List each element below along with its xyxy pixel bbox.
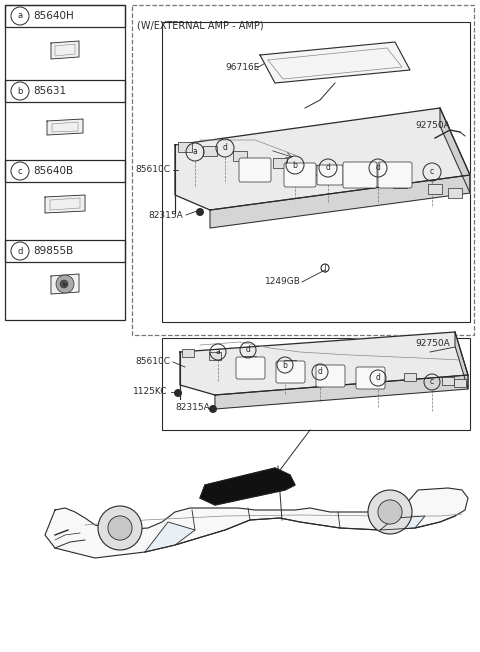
Text: 82315A: 82315A	[148, 211, 183, 220]
Text: 85640H: 85640H	[33, 11, 74, 21]
Bar	[5, 80, 125, 102]
Circle shape	[56, 275, 74, 293]
Bar	[182, 349, 194, 357]
Text: 1249GB: 1249GB	[265, 278, 301, 286]
FancyBboxPatch shape	[316, 365, 345, 387]
Bar	[364, 369, 376, 377]
Text: 82315A: 82315A	[175, 404, 210, 413]
Bar	[244, 356, 256, 364]
Polygon shape	[200, 468, 295, 505]
Polygon shape	[260, 42, 410, 83]
Polygon shape	[180, 332, 468, 395]
Bar	[428, 185, 442, 194]
Circle shape	[60, 280, 68, 288]
Text: d: d	[375, 374, 381, 383]
Bar	[404, 374, 416, 381]
Bar	[132, 5, 474, 335]
Polygon shape	[210, 175, 470, 228]
Bar	[442, 378, 454, 385]
Text: d: d	[318, 368, 323, 376]
Text: b: b	[17, 87, 23, 95]
Circle shape	[378, 500, 402, 524]
Circle shape	[196, 208, 204, 216]
Polygon shape	[455, 332, 468, 389]
Text: d: d	[375, 164, 381, 173]
Text: 85610C: 85610C	[135, 166, 170, 175]
Polygon shape	[215, 375, 468, 409]
Circle shape	[108, 516, 132, 540]
Polygon shape	[45, 488, 468, 558]
Bar	[178, 141, 192, 152]
Text: d: d	[223, 143, 228, 153]
Text: 92750A: 92750A	[415, 121, 450, 130]
Polygon shape	[47, 119, 83, 135]
Text: b: b	[293, 160, 298, 170]
Bar	[5, 160, 125, 182]
FancyBboxPatch shape	[317, 165, 343, 185]
Bar	[162, 338, 470, 430]
Text: d: d	[17, 246, 23, 256]
Bar	[324, 364, 336, 372]
Polygon shape	[45, 195, 85, 213]
Polygon shape	[145, 522, 195, 552]
Circle shape	[368, 490, 412, 534]
Text: 1125KC: 1125KC	[133, 387, 168, 396]
Text: c: c	[430, 168, 434, 177]
Text: 92750A: 92750A	[415, 340, 450, 349]
Bar	[203, 146, 217, 156]
Polygon shape	[380, 516, 425, 530]
Text: 96716E: 96716E	[225, 63, 259, 72]
FancyBboxPatch shape	[343, 162, 377, 188]
Text: d: d	[325, 164, 330, 173]
Text: 85640B: 85640B	[33, 166, 73, 176]
Bar	[448, 188, 462, 198]
FancyBboxPatch shape	[356, 367, 385, 389]
FancyBboxPatch shape	[239, 158, 271, 182]
Polygon shape	[175, 108, 470, 210]
Bar	[162, 22, 470, 322]
Bar	[233, 151, 247, 161]
Circle shape	[98, 506, 142, 550]
Bar	[284, 360, 296, 368]
Polygon shape	[51, 41, 79, 59]
Text: 85631: 85631	[33, 86, 66, 96]
Polygon shape	[440, 108, 470, 193]
Circle shape	[174, 389, 182, 397]
Text: (W/EXTERNAL AMP - AMP): (W/EXTERNAL AMP - AMP)	[137, 21, 264, 31]
Bar	[5, 5, 125, 27]
Text: 85610C: 85610C	[135, 357, 170, 366]
Bar	[393, 178, 407, 188]
Text: c: c	[430, 378, 434, 387]
FancyBboxPatch shape	[276, 361, 305, 383]
FancyBboxPatch shape	[378, 162, 412, 188]
Circle shape	[209, 405, 217, 413]
Polygon shape	[51, 274, 79, 294]
Bar	[273, 158, 287, 168]
Bar	[209, 352, 221, 360]
Text: d: d	[246, 346, 251, 355]
Text: b: b	[283, 361, 288, 370]
FancyBboxPatch shape	[236, 357, 265, 379]
Polygon shape	[62, 282, 68, 287]
Text: c: c	[18, 166, 22, 175]
FancyBboxPatch shape	[284, 163, 316, 187]
Bar	[454, 379, 466, 387]
Bar	[353, 171, 367, 181]
Bar	[313, 165, 327, 175]
Bar	[5, 240, 125, 262]
Text: a: a	[17, 12, 23, 20]
Text: 89855B: 89855B	[33, 246, 73, 256]
Text: a: a	[216, 348, 220, 357]
Text: a: a	[192, 147, 197, 156]
Bar	[5, 5, 125, 320]
